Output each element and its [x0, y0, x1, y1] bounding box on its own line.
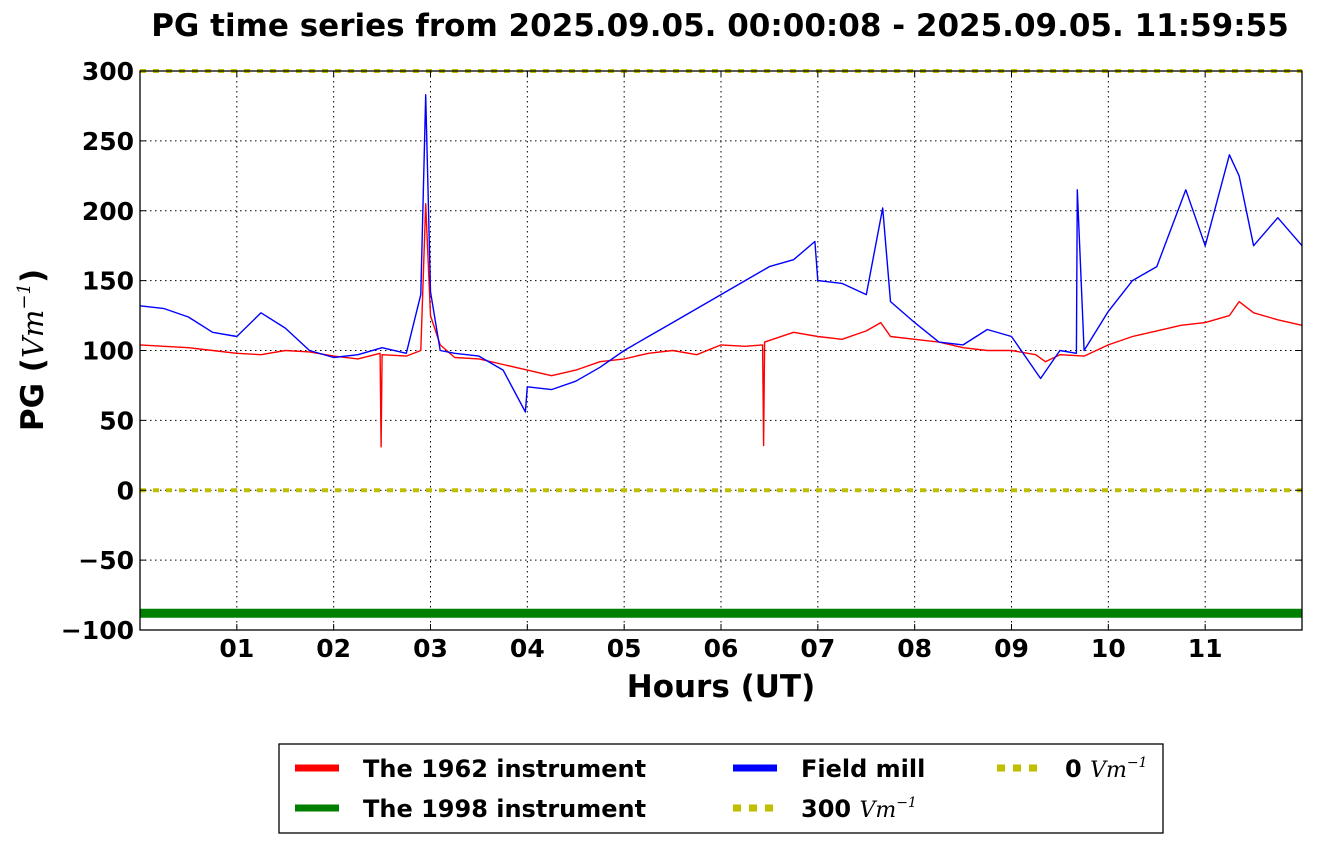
y-tick-label: −50 [78, 546, 134, 575]
x-tick-label: 02 [316, 634, 351, 663]
y-tick-label: 300 [82, 57, 134, 86]
x-tick-label: 10 [1091, 634, 1126, 663]
x-tick-label: 11 [1188, 634, 1223, 663]
legend-label-the-1998-instrument: The 1998 instrument [363, 795, 646, 823]
y-axis-label: PG (Vm−1) [14, 269, 51, 431]
y-axis-label-unit: Vm [16, 310, 50, 358]
x-tick-labels: 01 02 03 04 05 06 07 08 09 10 11 [219, 634, 1222, 663]
legend-label-the-1962-instrument: The 1962 instrument [363, 755, 646, 783]
y-tick-label: 0 [117, 476, 134, 505]
y-axis-label-main: PG ( [15, 358, 51, 431]
x-tick-label: 01 [219, 634, 254, 663]
legend-label-300-vm: 300 Vm−1 [801, 795, 917, 823]
y-tick-label: 200 [82, 197, 134, 226]
y-tick-label: 250 [82, 127, 134, 156]
x-tick-label: 03 [413, 634, 448, 663]
x-tick-label: 08 [897, 634, 932, 663]
axis-ticks [140, 70, 1302, 631]
legend-box [278, 743, 1164, 834]
y-axis-label-close: ) [15, 269, 51, 283]
x-tick-label: 09 [994, 634, 1029, 663]
x-tick-label: 05 [607, 634, 642, 663]
y-tick-label: 150 [82, 267, 134, 296]
legend: The 1962 instrument The 1998 instrument Fi… [278, 743, 1164, 834]
legend-label-field-mill: Field mill [801, 755, 925, 783]
series-line-the-1962-instrument [139, 203, 1303, 448]
series-line-field-mill [139, 94, 1303, 413]
x-tick-label: 07 [800, 634, 835, 663]
y-tick-label: 100 [82, 337, 134, 366]
grid-lines [140, 71, 1302, 630]
y-tick-labels: 300 250 200 150 100 50 0 −50 −100 [61, 57, 134, 645]
x-axis-label: Hours (UT) [627, 669, 816, 705]
x-tick-label: 04 [510, 634, 545, 663]
y-tick-label: 50 [99, 406, 134, 435]
y-axis-label-exponent: −1 [14, 283, 35, 310]
plot-series [139, 69, 1303, 618]
chart-title: PG time series from 2025.09.05. 00:00:08… [151, 8, 1289, 44]
legend-label-0-vm: 0 Vm−1 [1065, 755, 1147, 783]
x-tick-label: 06 [704, 634, 739, 663]
y-tick-label: −100 [61, 616, 134, 645]
